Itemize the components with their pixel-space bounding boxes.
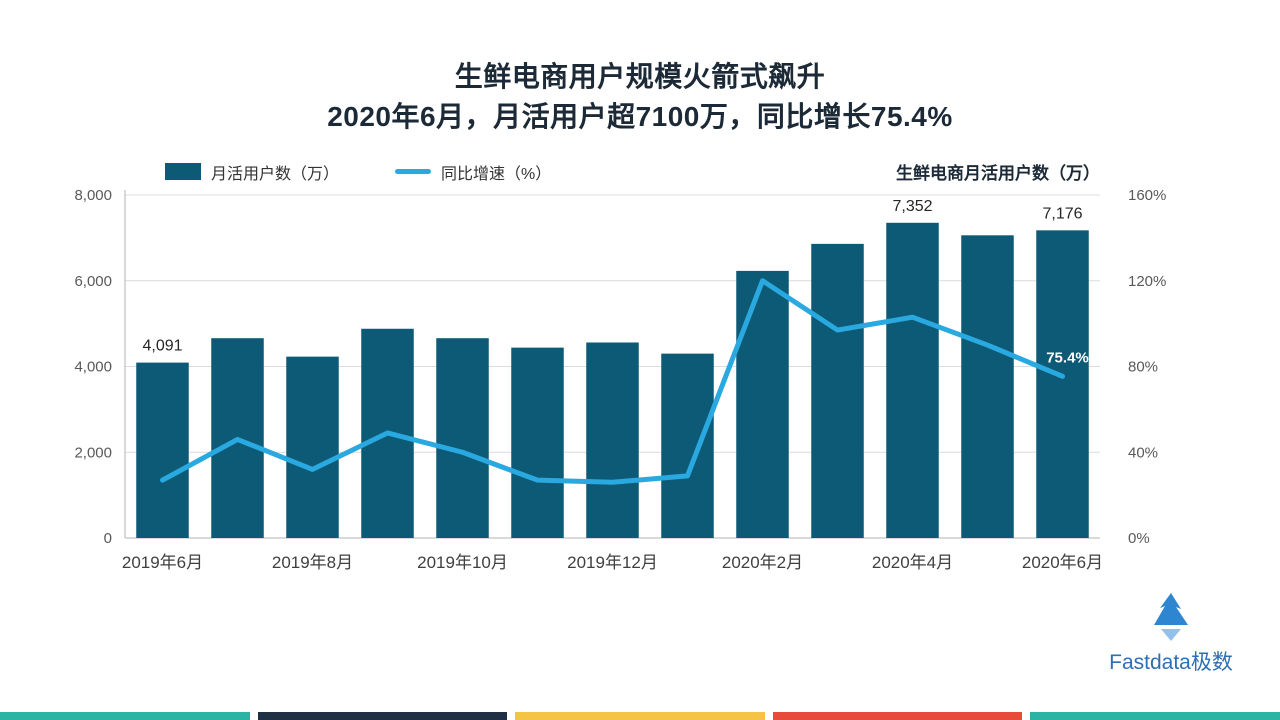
chart-title-line2: 2020年6月，月活用户超7100万，同比增长75.4% (327, 100, 953, 132)
svg-text:4,000: 4,000 (74, 359, 112, 376)
line-swatch-icon (395, 169, 432, 174)
iceberg-icon (1154, 593, 1188, 641)
svg-text:4,091: 4,091 (142, 338, 182, 355)
combo-chart: 0 2,000 4,000 6,000 8,000 0% 40% 80% 120% 160% 4,0… (74, 187, 1166, 572)
footer-stripe (772, 712, 1023, 720)
chart-title-line1: 生鲜电商用户规模火箭式飙升 (454, 61, 826, 92)
legend: 月活用户数（万） 同比增速（%） 生鲜电商月活用户数（万） (165, 159, 1100, 184)
svg-text:0: 0 (104, 530, 112, 547)
legend-label-line: 同比增速（%） (441, 165, 552, 183)
footer-stripe (515, 712, 765, 720)
svg-text:2019年10月: 2019年10月 (417, 553, 508, 572)
svg-text:160%: 160% (1128, 187, 1166, 204)
svg-text:2019年6月: 2019年6月 (122, 553, 203, 572)
bar-swatch-icon (165, 163, 201, 180)
svg-text:8,000: 8,000 (74, 187, 112, 204)
svg-text:2019年8月: 2019年8月 (272, 553, 353, 572)
legend-item-bar: 月活用户数（万） (165, 160, 339, 184)
footer-stripes (0, 712, 1280, 720)
svg-text:7,176: 7,176 (1042, 205, 1082, 222)
footer-stripe (1030, 712, 1280, 720)
footer-stripe (257, 712, 508, 720)
right-axis-title: 生鲜电商月活用户数（万） (896, 164, 1100, 183)
svg-text:75.4%: 75.4% (1046, 349, 1089, 366)
svg-text:40%: 40% (1128, 444, 1158, 461)
fastdata-logo: Fastdata极数 (1096, 592, 1246, 676)
svg-text:7,352: 7,352 (892, 198, 932, 215)
logo-text: Fastdata极数 (1109, 651, 1233, 674)
svg-text:6,000: 6,000 (74, 273, 112, 290)
legend-label-bar: 月活用户数（万） (211, 165, 340, 183)
legend-item-line: 同比增速（%） (395, 160, 551, 184)
svg-text:2,000: 2,000 (74, 444, 112, 461)
svg-text:80%: 80% (1128, 359, 1158, 376)
footer-stripe (0, 712, 250, 720)
svg-text:2020年6月: 2020年6月 (1022, 553, 1103, 572)
svg-text:2020年2月: 2020年2月 (722, 553, 803, 572)
chart-title: 生鲜电商用户规模火箭式飙升 2020年6月，月活用户超7100万，同比增长75.… (0, 57, 1280, 137)
svg-text:2019年12月: 2019年12月 (567, 553, 658, 572)
svg-text:120%: 120% (1128, 273, 1166, 290)
svg-text:2020年4月: 2020年4月 (872, 553, 953, 572)
svg-text:0%: 0% (1128, 530, 1150, 547)
